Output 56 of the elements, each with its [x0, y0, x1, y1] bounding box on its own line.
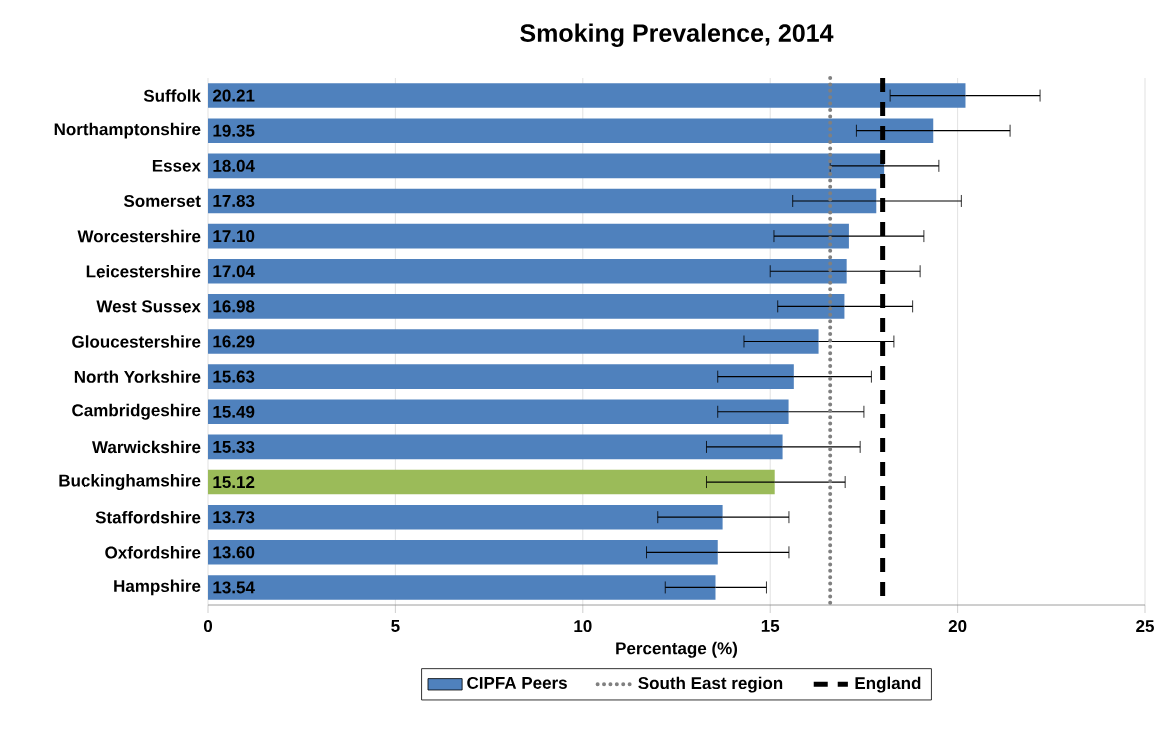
- x-tick-label: 20: [948, 620, 967, 633]
- bar: [208, 364, 794, 389]
- bar: [208, 83, 966, 108]
- y-tick-label: Suffolk: [143, 89, 201, 102]
- bar: [208, 118, 934, 143]
- y-tick-label: Gloucestershire: [72, 335, 201, 348]
- data-label: 15.63: [213, 370, 255, 383]
- x-tick-label: 0: [203, 620, 213, 633]
- data-label: 17.04: [213, 265, 255, 278]
- x-tick-label: 10: [574, 620, 592, 633]
- y-tick-label: West Sussex: [96, 300, 201, 313]
- data-label: 19.35: [213, 124, 255, 137]
- data-label: 13.54: [213, 581, 255, 594]
- bar: [208, 469, 775, 495]
- bar: [208, 153, 885, 179]
- y-tick-label: Hampshire: [114, 579, 201, 596]
- y-tick-label: Cambridgeshire: [72, 403, 201, 420]
- bar: [208, 258, 847, 284]
- data-label: 17.83: [213, 194, 255, 207]
- x-tick-label: 15: [761, 620, 780, 632]
- x-tick-label: 25: [1136, 620, 1154, 633]
- y-tick-label: Somerset: [123, 194, 201, 207]
- data-label: 17.10: [213, 230, 255, 243]
- bar: [208, 223, 849, 249]
- bar: [208, 329, 819, 354]
- ref-line-label: England: [855, 676, 921, 693]
- y-tick-label: Staffordshire: [95, 510, 201, 524]
- y-tick-label: Oxfordshire: [105, 546, 201, 559]
- bar: [208, 540, 718, 565]
- data-label: 16.98: [213, 300, 255, 313]
- bar: [208, 399, 789, 425]
- chart-title: Smoking Prevalence, 2014: [520, 23, 834, 47]
- bar: [208, 294, 845, 319]
- data-label: 18.04: [213, 159, 255, 172]
- data-label: 16.29: [213, 335, 255, 348]
- x-axis-title: Percentage (%): [616, 641, 738, 658]
- legend-label: CIPFA Peers: [467, 676, 567, 689]
- y-tick-label: Warwickshire: [92, 440, 201, 454]
- y-tick-label: Leicestershire: [86, 264, 201, 278]
- y-tick-label: North Yorkshire: [74, 370, 201, 383]
- data-label: 15.49: [213, 405, 255, 418]
- bar: [208, 504, 723, 530]
- y-tick-label: Buckinghamshire: [59, 474, 201, 491]
- x-tick-label: 5: [391, 620, 400, 632]
- y-tick-label: Northamptonshire: [54, 122, 201, 139]
- data-label: 13.60: [213, 546, 255, 559]
- bar: [208, 575, 716, 600]
- y-tick-label: Worcestershire: [77, 229, 201, 243]
- data-label: 20.21: [213, 89, 255, 102]
- data-label: 15.12: [213, 476, 255, 489]
- data-label: 15.33: [213, 440, 255, 453]
- bar: [208, 434, 783, 460]
- legend-label: South East region: [638, 676, 783, 693]
- y-tick-label: Essex: [152, 159, 201, 172]
- bar: [208, 188, 877, 214]
- data-label: 13.73: [213, 511, 255, 524]
